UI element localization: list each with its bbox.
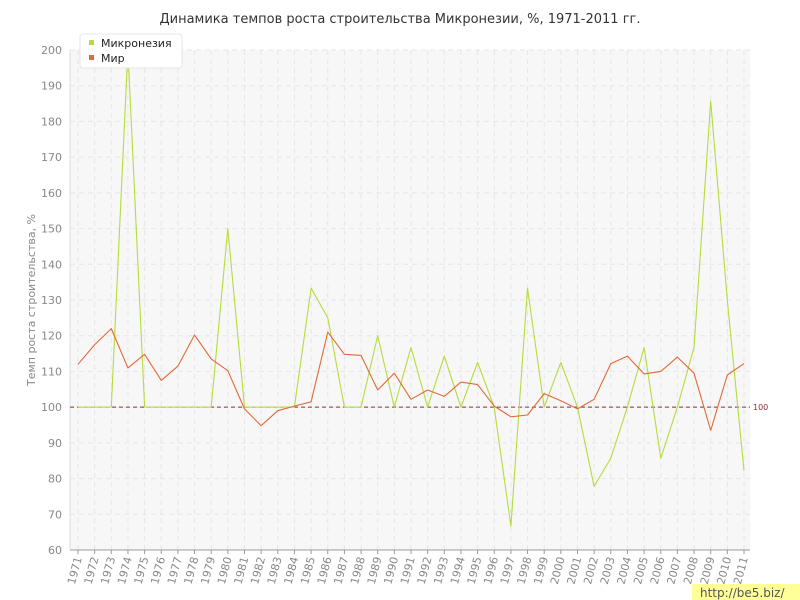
y-tick-label: 160 — [41, 187, 62, 200]
y-tick-label: 140 — [41, 258, 62, 271]
y-tick-label: 190 — [41, 80, 62, 93]
legend-box — [79, 33, 183, 69]
y-tick-label: 200 — [41, 44, 62, 57]
y-tick-label: 180 — [41, 115, 62, 128]
legend-swatch-mikronesia — [89, 40, 94, 45]
y-tick-label: 80 — [48, 473, 62, 486]
reference-line-label: 100 — [753, 403, 768, 412]
y-tick-label: 90 — [48, 437, 62, 450]
legend: Микронезия Мир — [79, 33, 183, 69]
series-line-mikronesia — [78, 49, 745, 527]
watermark-bg — [692, 584, 800, 600]
y-tick-label: 170 — [41, 151, 62, 164]
y-tick-label: 60 — [48, 544, 62, 557]
y-tick-label: 120 — [41, 330, 62, 343]
vertical-gridlines — [77, 50, 745, 550]
y-tick-labels: 60 70 80 90 100 110 120 130 140 150 160 170 180 190 20… — [41, 44, 62, 557]
y-tick-label: 70 — [48, 508, 62, 521]
plot-area — [70, 50, 750, 550]
legend-label-mir: Мир — [101, 52, 125, 65]
watermark-link[interactable]: http://be5.biz/ — [700, 586, 785, 600]
y-tick-label: 130 — [41, 294, 62, 307]
y-tick-label: 110 — [41, 365, 62, 378]
y-axis-label: Темп роста строительства, % — [25, 214, 38, 387]
legend-label-mikronesia: Микронезия — [101, 37, 172, 50]
y-tick-label: 100 — [41, 401, 62, 414]
series-lines — [77, 49, 745, 527]
y-tick-label: 150 — [41, 223, 62, 236]
chart-title: Динамика темпов роста строительства Микр… — [159, 12, 640, 27]
legend-swatch-mir — [89, 55, 94, 60]
series-line-mir — [77, 328, 745, 431]
